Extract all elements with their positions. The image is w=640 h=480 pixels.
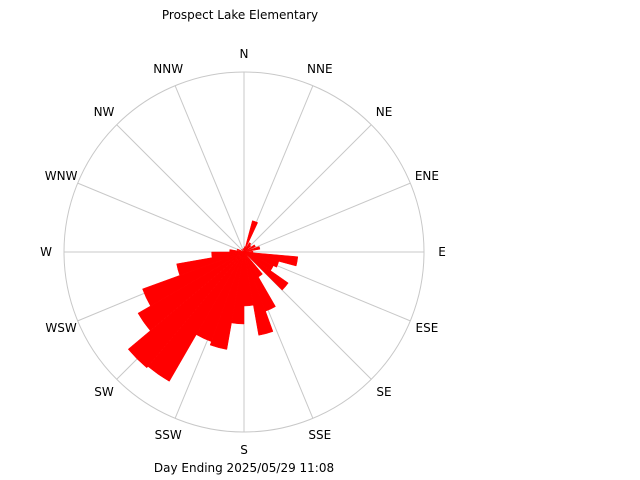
direction-label-n: N bbox=[240, 47, 249, 61]
spoke-ne bbox=[243, 124, 372, 253]
wind-bar-290 bbox=[236, 248, 245, 253]
chart-title: Prospect Lake Elementary bbox=[162, 8, 318, 22]
direction-label-ese: ESE bbox=[416, 321, 439, 335]
direction-label-e: E bbox=[438, 245, 446, 259]
direction-label-s: S bbox=[240, 443, 248, 457]
wind-bar-130 bbox=[243, 251, 289, 291]
direction-label-se: SE bbox=[376, 385, 391, 399]
direction-label-nnw: NNW bbox=[153, 62, 183, 76]
wind-bar-60 bbox=[243, 244, 256, 253]
wind-bar-255 bbox=[176, 251, 245, 276]
spoke-nw bbox=[116, 124, 245, 253]
direction-label-wsw: WSW bbox=[45, 321, 76, 335]
wind-bar-245 bbox=[142, 251, 245, 307]
direction-label-ene: ENE bbox=[415, 169, 439, 183]
direction-label-nw: NW bbox=[94, 105, 115, 119]
direction-label-nne: NNE bbox=[307, 62, 333, 76]
wind-bar-165 bbox=[243, 251, 274, 336]
wind-bar-195 bbox=[209, 251, 245, 350]
wind-bar-265 bbox=[211, 251, 245, 258]
wind-bar-320 bbox=[241, 248, 245, 253]
direction-label-ne: NE bbox=[376, 105, 393, 119]
wind-bars bbox=[127, 220, 299, 382]
direction-label-ssw: SSW bbox=[155, 428, 182, 442]
direction-labels: N NNE NE ENE E ESE SE SSE S SSW SW WSW W WNW NW NNW bbox=[40, 47, 446, 457]
direction-label-sw: SW bbox=[94, 385, 114, 399]
wind-bar-45 bbox=[243, 244, 252, 253]
wind-bar-225 bbox=[127, 251, 245, 369]
direction-label-wnw: WNW bbox=[45, 169, 78, 183]
direction-label-sse: SSE bbox=[308, 428, 331, 442]
chart-footer: Day Ending 2025/05/29 11:08 bbox=[154, 461, 334, 475]
spoke-ene bbox=[243, 182, 411, 253]
wind-bar-275 bbox=[229, 249, 245, 253]
wind-bar-350 bbox=[242, 248, 245, 253]
wind-bar-235 bbox=[137, 251, 245, 332]
spoke-nnw bbox=[174, 85, 245, 253]
direction-label-w: W bbox=[40, 245, 52, 259]
spoke-wnw bbox=[77, 182, 245, 253]
wind-bar-75 bbox=[243, 246, 261, 253]
wind-bar-20 bbox=[243, 220, 259, 253]
